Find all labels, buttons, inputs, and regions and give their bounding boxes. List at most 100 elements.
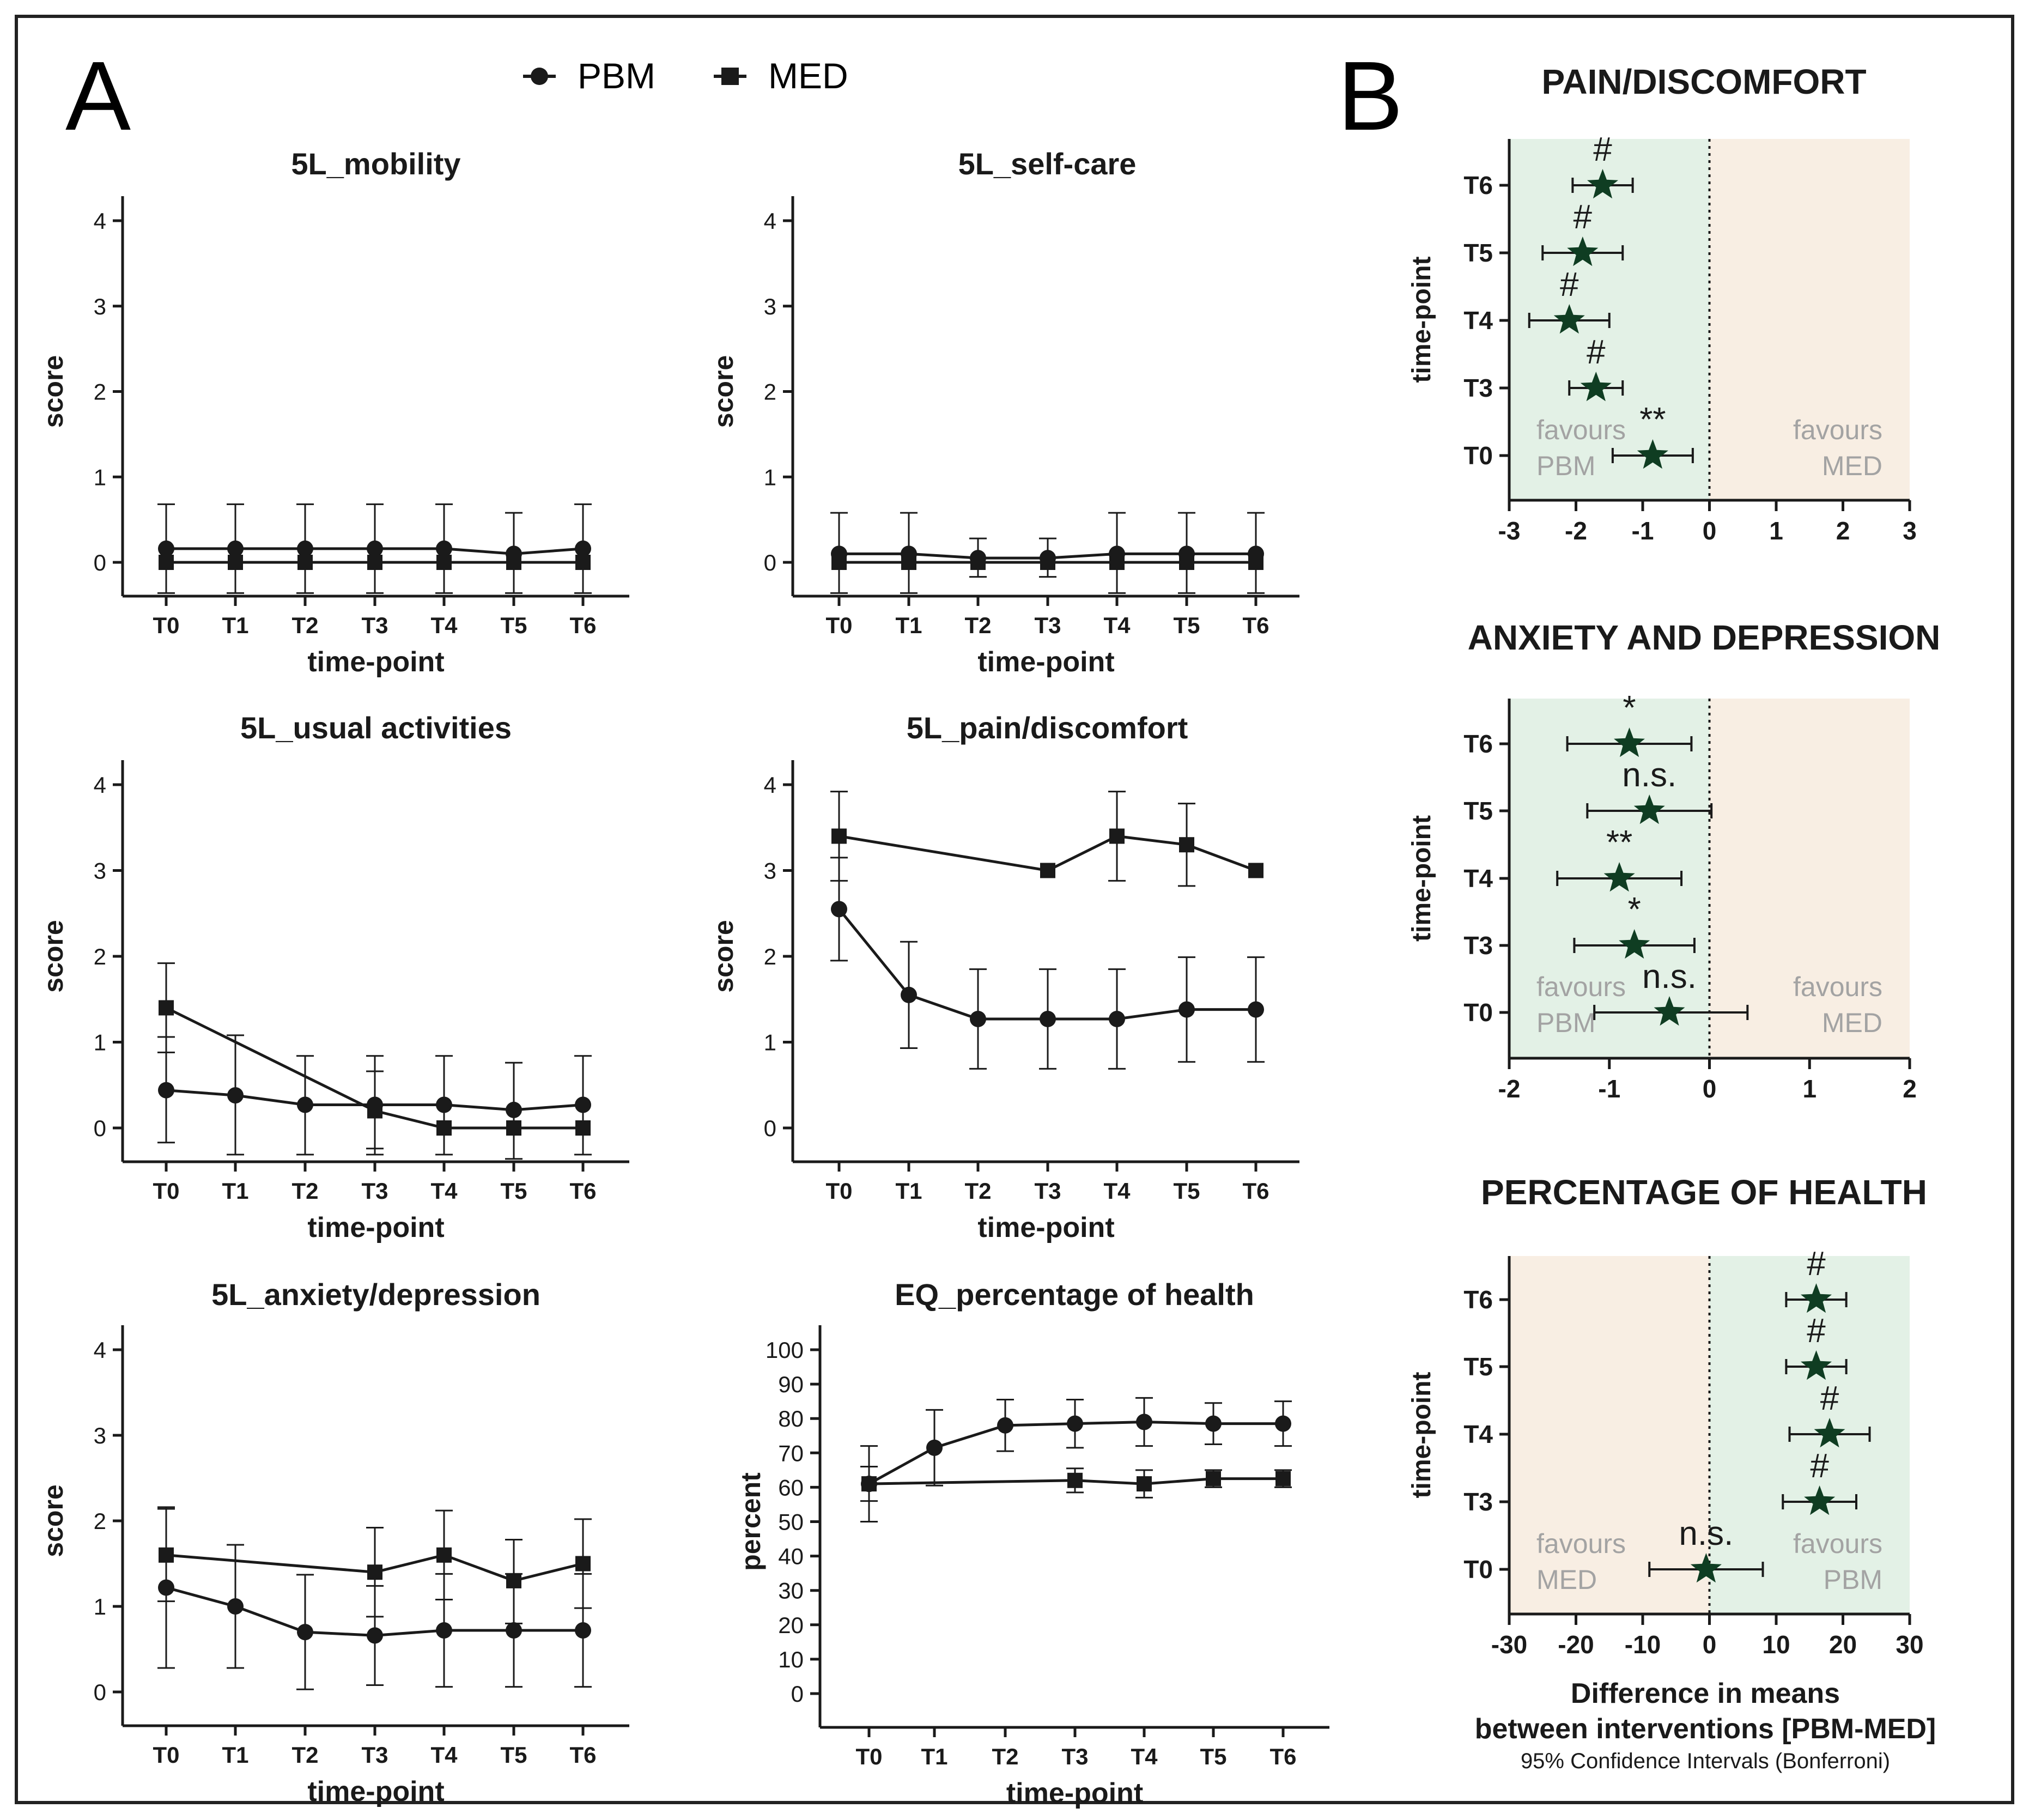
favours-right-group: MED — [1822, 451, 1882, 481]
y-axis-label: score — [38, 1484, 69, 1557]
y-tick-label: 1 — [764, 464, 776, 490]
y-tick-label: 4 — [94, 772, 106, 798]
x-tick-label: 0 — [1703, 517, 1717, 545]
y-tick-label: T6 — [1463, 171, 1493, 199]
data-point — [1275, 1471, 1291, 1487]
data-point — [575, 555, 591, 570]
data-point — [436, 1622, 452, 1639]
y-tick-label: 80 — [778, 1406, 804, 1431]
x-tick-label: T3 — [1061, 1744, 1088, 1769]
x-tick-label: T2 — [964, 612, 991, 638]
data-point — [1067, 1415, 1083, 1432]
significance-label: # — [1593, 131, 1612, 168]
data-point — [1179, 555, 1194, 570]
data-point — [297, 1096, 313, 1113]
y-tick-label: 30 — [778, 1578, 804, 1604]
estimate-star — [1580, 372, 1612, 402]
significance-label: * — [1623, 689, 1636, 727]
x-tick-label: T4 — [430, 1178, 458, 1204]
x-axis-label: time-point — [307, 1776, 444, 1807]
forest-title: ANXIETY AND DEPRESSION — [1468, 618, 1941, 657]
x-tick-label: -2 — [1565, 517, 1587, 545]
data-point — [901, 986, 917, 1003]
data-point — [506, 555, 521, 570]
chart-a3: 5L_usual activities 0 1 2 3 4 T0 T1 T2 T3 T4 T5 T6 ti… — [38, 711, 629, 1243]
y-tick-label: 3 — [94, 1423, 106, 1448]
chart-title: 5L_mobility — [291, 147, 460, 181]
y-tick-label: 50 — [778, 1509, 804, 1535]
x-tick-label: 2 — [1903, 1075, 1917, 1103]
legend-med-label: MED — [768, 56, 848, 96]
data-point — [159, 555, 174, 570]
y-tick-label: T5 — [1463, 239, 1493, 267]
x-tick-label: T1 — [895, 1178, 922, 1204]
x-tick-label: -30 — [1491, 1630, 1527, 1659]
estimate-star — [1801, 1283, 1832, 1313]
chart-a1: 5L_mobility 0 1 2 3 4 T0 T1 T2 T3 T4 T5 T6 time-point… — [38, 147, 629, 678]
charts: 5L_mobility 0 1 2 3 4 T0 T1 T2 T3 T4 T5 T6 time-point… — [38, 62, 1940, 1809]
data-point — [158, 540, 174, 557]
y-tick-label: T0 — [1463, 998, 1493, 1027]
data-point — [367, 1103, 382, 1119]
data-point — [436, 540, 452, 557]
estimate-star — [1654, 996, 1685, 1026]
data-point — [970, 555, 986, 570]
data-point — [1109, 1010, 1125, 1027]
y-tick-label: 1 — [94, 464, 106, 490]
favours-left-label: favours — [1536, 1528, 1626, 1559]
data-point — [1205, 1415, 1222, 1432]
y-tick-label: T6 — [1463, 1285, 1493, 1314]
series-med — [830, 791, 1263, 887]
y-axis-label: score — [708, 920, 739, 992]
y-tick-label: 100 — [766, 1337, 804, 1363]
y-tick-label: T0 — [1463, 1555, 1493, 1584]
x-tick-label: 1 — [1802, 1075, 1817, 1103]
y-tick-label: T3 — [1463, 374, 1493, 402]
y-axis-label: time-point — [1407, 815, 1436, 942]
x-tick-label: 0 — [1703, 1630, 1717, 1659]
data-point — [970, 1010, 986, 1027]
panel-label-a: A — [65, 41, 131, 151]
shade-right — [1709, 139, 1910, 500]
x-tick-label: 30 — [1896, 1630, 1923, 1659]
y-tick-label: T4 — [1463, 864, 1493, 893]
y-tick-label: 4 — [94, 208, 106, 234]
y-tick-label: T0 — [1463, 441, 1493, 470]
shade-right — [1709, 699, 1910, 1058]
chart-title: 5L_usual activities — [240, 711, 512, 745]
data-point — [436, 555, 452, 570]
chart-a5: 5L_anxiety/depression 0 1 2 3 4 T0 T1 T2 T3 T4 T5 T6… — [38, 1277, 629, 1807]
x-axis-label: time-point — [977, 646, 1114, 678]
data-point — [575, 1556, 591, 1572]
y-tick-label: 3 — [94, 858, 106, 884]
x-axis-label: time-point — [307, 646, 444, 678]
favours-right-label: favours — [1793, 1528, 1882, 1559]
x-tick-label: T4 — [430, 612, 458, 638]
chart-title: 5L_pain/discomfort — [907, 711, 1188, 745]
favours-left-group: PBM — [1536, 1008, 1595, 1038]
x-tick-label: T2 — [992, 1744, 1018, 1769]
x-tick-label: T6 — [1269, 1744, 1296, 1769]
data-point — [1248, 1001, 1264, 1018]
chart-title: 5L_anxiety/depression — [211, 1277, 540, 1312]
significance-label: # — [1587, 333, 1606, 371]
x-axis-label: time-point — [307, 1212, 444, 1243]
significance-label: # — [1560, 266, 1579, 304]
y-tick-label: 4 — [764, 772, 776, 798]
x-tick-label: T5 — [1173, 1178, 1200, 1204]
y-axis-label: score — [38, 920, 69, 992]
chart-a4: 5L_pain/discomfort 0 1 2 3 4 T0 T1 T2 T3 T4 T5 T6 tim… — [708, 711, 1299, 1243]
x-tick-label: T3 — [361, 1178, 388, 1204]
y-tick-label: 70 — [778, 1440, 804, 1466]
estimate-star — [1603, 862, 1635, 892]
forest-b2: ANXIETY AND DEPRESSION -2 -1 0 1 2 T6 T5 T4 T3 T0 t… — [1407, 618, 1940, 1103]
data-point — [228, 555, 243, 570]
x-tick-label: T3 — [361, 1742, 388, 1768]
series-med — [157, 1508, 592, 1624]
favours-right-group: PBM — [1824, 1564, 1882, 1595]
figure-frame — [15, 15, 2014, 1804]
data-point — [1248, 863, 1263, 878]
x-tick-label: T6 — [569, 1178, 596, 1204]
y-tick-label: T5 — [1463, 1352, 1493, 1381]
estimate-star — [1587, 169, 1618, 199]
